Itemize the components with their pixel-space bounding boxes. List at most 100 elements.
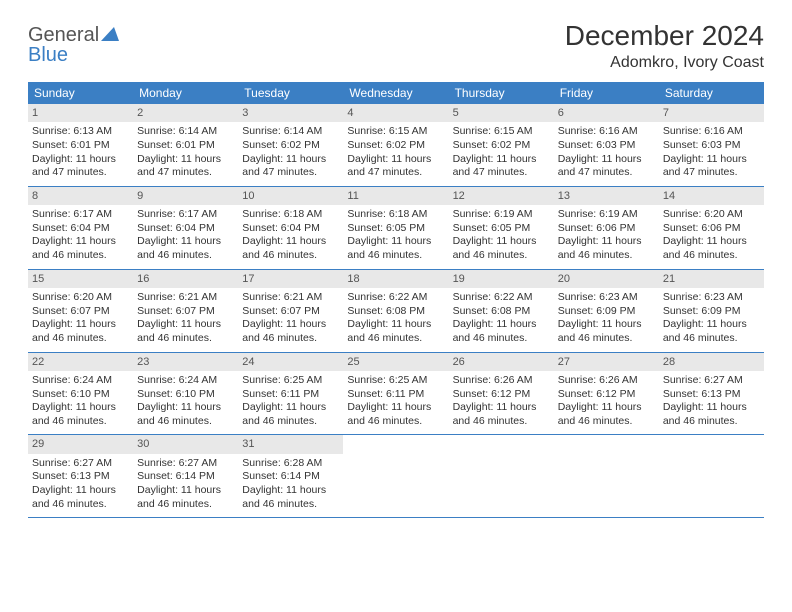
sunrise-line: Sunrise: 6:21 AM: [242, 291, 339, 305]
day-cell: 23Sunrise: 6:24 AMSunset: 6:10 PMDayligh…: [133, 353, 238, 435]
calendar: SundayMondayTuesdayWednesdayThursdayFrid…: [28, 82, 764, 518]
daylight-line: Daylight: 11 hours and 46 minutes.: [558, 401, 655, 428]
sunrise-line: Sunrise: 6:25 AM: [347, 374, 444, 388]
week-row: 29Sunrise: 6:27 AMSunset: 6:13 PMDayligh…: [28, 435, 764, 518]
day-cell: 5Sunrise: 6:15 AMSunset: 6:02 PMDaylight…: [449, 104, 554, 186]
sunset-line: Sunset: 6:08 PM: [347, 305, 444, 319]
day-cell: 13Sunrise: 6:19 AMSunset: 6:06 PMDayligh…: [554, 187, 659, 269]
sunset-line: Sunset: 6:13 PM: [663, 388, 760, 402]
sunrise-line: Sunrise: 6:27 AM: [663, 374, 760, 388]
sunrise-line: Sunrise: 6:27 AM: [32, 457, 129, 471]
day-cell: 15Sunrise: 6:20 AMSunset: 6:07 PMDayligh…: [28, 270, 133, 352]
sunrise-line: Sunrise: 6:19 AM: [453, 208, 550, 222]
sunset-line: Sunset: 6:12 PM: [558, 388, 655, 402]
daylight-line: Daylight: 11 hours and 46 minutes.: [453, 318, 550, 345]
day-cell: 1Sunrise: 6:13 AMSunset: 6:01 PMDaylight…: [28, 104, 133, 186]
daylight-line: Daylight: 11 hours and 47 minutes.: [558, 153, 655, 180]
sunset-line: Sunset: 6:07 PM: [137, 305, 234, 319]
sunset-line: Sunset: 6:11 PM: [242, 388, 339, 402]
daylight-line: Daylight: 11 hours and 46 minutes.: [32, 401, 129, 428]
daylight-line: Daylight: 11 hours and 46 minutes.: [663, 235, 760, 262]
day-cell: 11Sunrise: 6:18 AMSunset: 6:05 PMDayligh…: [343, 187, 448, 269]
sunset-line: Sunset: 6:08 PM: [453, 305, 550, 319]
sunset-line: Sunset: 6:05 PM: [453, 222, 550, 236]
day-cell: 4Sunrise: 6:15 AMSunset: 6:02 PMDaylight…: [343, 104, 448, 186]
sunrise-line: Sunrise: 6:26 AM: [558, 374, 655, 388]
day-number: 11: [343, 187, 448, 205]
week-row: 8Sunrise: 6:17 AMSunset: 6:04 PMDaylight…: [28, 187, 764, 270]
daylight-line: Daylight: 11 hours and 47 minutes.: [32, 153, 129, 180]
daylight-line: Daylight: 11 hours and 46 minutes.: [663, 401, 760, 428]
day-number: 10: [238, 187, 343, 205]
day-cell: 17Sunrise: 6:21 AMSunset: 6:07 PMDayligh…: [238, 270, 343, 352]
daylight-line: Daylight: 11 hours and 46 minutes.: [242, 318, 339, 345]
sunrise-line: Sunrise: 6:19 AM: [558, 208, 655, 222]
week-row: 1Sunrise: 6:13 AMSunset: 6:01 PMDaylight…: [28, 104, 764, 187]
day-cell: 16Sunrise: 6:21 AMSunset: 6:07 PMDayligh…: [133, 270, 238, 352]
day-number: 22: [28, 353, 133, 371]
brand-part1: General: [28, 24, 99, 46]
sunset-line: Sunset: 6:03 PM: [558, 139, 655, 153]
day-cell: 18Sunrise: 6:22 AMSunset: 6:08 PMDayligh…: [343, 270, 448, 352]
sunrise-line: Sunrise: 6:13 AM: [32, 125, 129, 139]
sunrise-line: Sunrise: 6:20 AM: [663, 208, 760, 222]
sunrise-line: Sunrise: 6:17 AM: [137, 208, 234, 222]
sunrise-line: Sunrise: 6:22 AM: [347, 291, 444, 305]
day-number: 2: [133, 104, 238, 122]
sunrise-line: Sunrise: 6:26 AM: [453, 374, 550, 388]
sunset-line: Sunset: 6:12 PM: [453, 388, 550, 402]
sunset-line: Sunset: 6:10 PM: [137, 388, 234, 402]
day-cell: 6Sunrise: 6:16 AMSunset: 6:03 PMDaylight…: [554, 104, 659, 186]
sunset-line: Sunset: 6:06 PM: [558, 222, 655, 236]
sunrise-line: Sunrise: 6:23 AM: [663, 291, 760, 305]
day-cell: [449, 435, 554, 517]
sunset-line: Sunset: 6:09 PM: [558, 305, 655, 319]
weekday-header: Tuesday: [238, 82, 343, 104]
sunset-line: Sunset: 6:11 PM: [347, 388, 444, 402]
weeks-container: 1Sunrise: 6:13 AMSunset: 6:01 PMDaylight…: [28, 104, 764, 518]
sunset-line: Sunset: 6:14 PM: [242, 470, 339, 484]
day-cell: 26Sunrise: 6:26 AMSunset: 6:12 PMDayligh…: [449, 353, 554, 435]
sunrise-line: Sunrise: 6:15 AM: [347, 125, 444, 139]
day-cell: 30Sunrise: 6:27 AMSunset: 6:14 PMDayligh…: [133, 435, 238, 517]
daylight-line: Daylight: 11 hours and 46 minutes.: [32, 484, 129, 511]
day-number: 31: [238, 435, 343, 453]
daylight-line: Daylight: 11 hours and 46 minutes.: [242, 484, 339, 511]
sunset-line: Sunset: 6:09 PM: [663, 305, 760, 319]
day-number: 17: [238, 270, 343, 288]
sunrise-line: Sunrise: 6:17 AM: [32, 208, 129, 222]
page: General Blue December 2024 Adomkro, Ivor…: [0, 0, 792, 538]
sunrise-line: Sunrise: 6:28 AM: [242, 457, 339, 471]
sunrise-line: Sunrise: 6:22 AM: [453, 291, 550, 305]
daylight-line: Daylight: 11 hours and 46 minutes.: [663, 318, 760, 345]
day-cell: 14Sunrise: 6:20 AMSunset: 6:06 PMDayligh…: [659, 187, 764, 269]
sunset-line: Sunset: 6:04 PM: [137, 222, 234, 236]
sunset-line: Sunset: 6:10 PM: [32, 388, 129, 402]
daylight-line: Daylight: 11 hours and 46 minutes.: [347, 235, 444, 262]
day-number: 18: [343, 270, 448, 288]
day-number: 7: [659, 104, 764, 122]
sunset-line: Sunset: 6:03 PM: [663, 139, 760, 153]
day-cell: 8Sunrise: 6:17 AMSunset: 6:04 PMDaylight…: [28, 187, 133, 269]
month-title: December 2024: [565, 20, 764, 52]
day-cell: [343, 435, 448, 517]
day-number: 8: [28, 187, 133, 205]
day-cell: 7Sunrise: 6:16 AMSunset: 6:03 PMDaylight…: [659, 104, 764, 186]
daylight-line: Daylight: 11 hours and 46 minutes.: [453, 235, 550, 262]
daylight-line: Daylight: 11 hours and 47 minutes.: [453, 153, 550, 180]
weekday-header: Saturday: [659, 82, 764, 104]
daylight-line: Daylight: 11 hours and 47 minutes.: [137, 153, 234, 180]
day-cell: 10Sunrise: 6:18 AMSunset: 6:04 PMDayligh…: [238, 187, 343, 269]
sunrise-line: Sunrise: 6:21 AM: [137, 291, 234, 305]
daylight-line: Daylight: 11 hours and 46 minutes.: [32, 235, 129, 262]
sunrise-line: Sunrise: 6:18 AM: [242, 208, 339, 222]
day-cell: 20Sunrise: 6:23 AMSunset: 6:09 PMDayligh…: [554, 270, 659, 352]
day-cell: 9Sunrise: 6:17 AMSunset: 6:04 PMDaylight…: [133, 187, 238, 269]
day-cell: 31 Sunrise: 6:28 AMSunset: 6:14 PMDayligh…: [238, 435, 343, 517]
sunset-line: Sunset: 6:05 PM: [347, 222, 444, 236]
brand-text: General Blue: [28, 26, 119, 64]
sunrise-line: Sunrise: 6:16 AM: [663, 125, 760, 139]
sunset-line: Sunset: 6:04 PM: [242, 222, 339, 236]
day-cell: 19Sunrise: 6:22 AMSunset: 6:08 PMDayligh…: [449, 270, 554, 352]
day-cell: 29Sunrise: 6:27 AMSunset: 6:13 PMDayligh…: [28, 435, 133, 517]
